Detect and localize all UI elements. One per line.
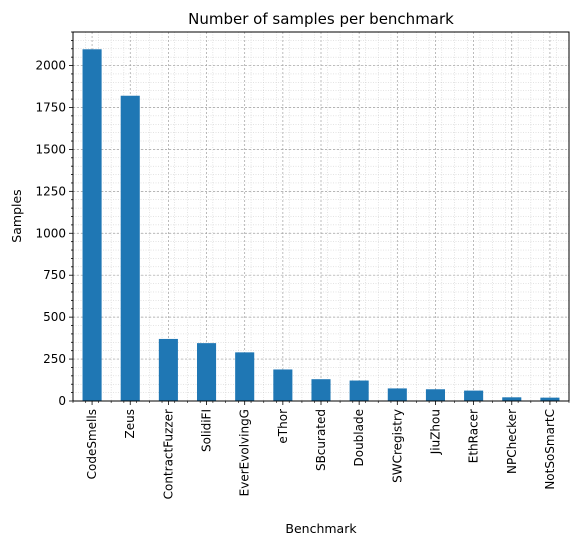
grid-lines (72, 31, 570, 402)
y-tick-label: 2000 (35, 59, 66, 73)
bar-codesmells (82, 49, 102, 401)
bar-ethracer (464, 390, 484, 401)
y-tick-label: 1250 (35, 184, 66, 198)
x-axis-ticks: CodeSmells Zeus ContractFuzzer SolidiFI Ever… (72, 401, 570, 499)
bar-contractfuzzer (158, 338, 178, 401)
x-tick-label: EverEvolvingG (238, 409, 252, 496)
x-tick-label: eThor (276, 409, 290, 444)
x-tick-label: CodeSmells (85, 409, 99, 479)
y-tick-label: 1000 (35, 226, 66, 240)
x-tick-label: JiuZhou (428, 409, 442, 455)
bar-jiuzhou (425, 389, 445, 401)
bar-everevolvingg (235, 352, 255, 401)
bars (82, 49, 560, 402)
y-tick-label: 0 (58, 394, 66, 408)
x-tick-label: NPChecker (505, 409, 519, 474)
chart-title: Number of samples per benchmark (188, 10, 454, 28)
bar-solidifi (197, 343, 217, 401)
bar-doublade (349, 380, 369, 401)
y-axis-label: Samples (9, 189, 24, 242)
x-tick-label: Zeus (123, 409, 137, 438)
bar-zeus (120, 95, 140, 402)
x-tick-label: SBcurated (314, 409, 328, 471)
y-tick-label: 500 (43, 310, 66, 324)
y-tick-label: 1750 (35, 100, 66, 114)
x-tick-label: SWCregistry (390, 409, 404, 483)
x-tick-label: EthRacer (467, 409, 481, 463)
bar-ethor (273, 369, 293, 401)
x-tick-label: Doublade (352, 409, 366, 467)
y-tick-label: 250 (43, 352, 66, 366)
bar-notsosmartc (540, 397, 560, 401)
x-tick-label: NotSoSmartC (543, 409, 557, 490)
y-axis-ticks: 0 250 500 750 1000 1250 1500 1750 2000 (35, 31, 73, 408)
bar-sbcurated (311, 379, 331, 401)
bar-npchecker (502, 397, 522, 401)
x-tick-label: ContractFuzzer (161, 409, 175, 499)
y-tick-label: 1500 (35, 142, 66, 156)
x-axis-label: Benchmark (285, 521, 357, 536)
bar-swcregistry (387, 388, 407, 401)
x-tick-label: SolidiFI (200, 409, 214, 452)
y-tick-label: 750 (43, 268, 66, 282)
